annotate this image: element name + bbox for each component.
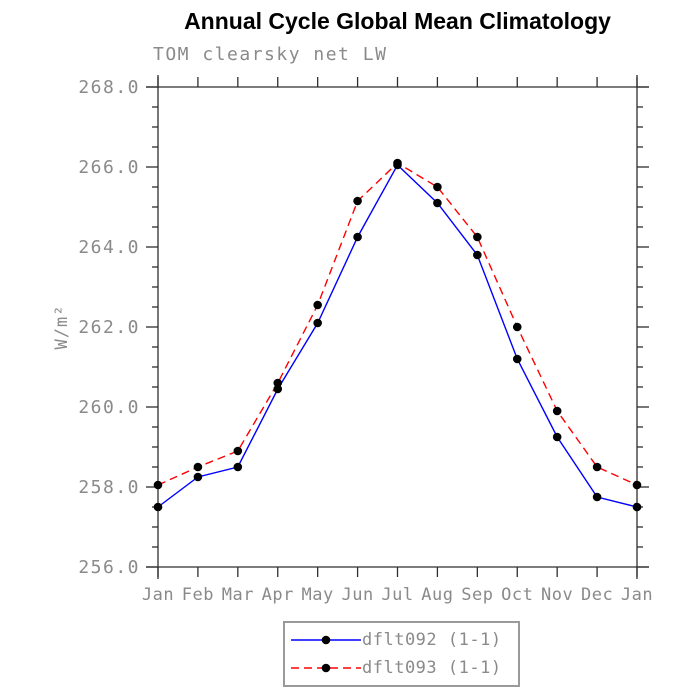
y-tick-label: 268.0 [78,77,140,98]
data-point-dflt093 [193,462,203,472]
data-point-dflt093 [233,446,243,456]
data-point-dflt093 [393,158,402,168]
x-tick-label: Nov [541,585,573,605]
series-line-dflt092 [157,163,638,508]
data-point-dflt092 [632,502,642,512]
legend-sample-solid-line [291,635,361,645]
data-point-dflt092 [233,462,243,472]
data-point-dflt092 [512,354,522,364]
data-point-dflt092 [273,384,283,394]
x-tick-label: Feb [182,585,214,605]
x-tick-label: Sep [461,585,493,605]
x-tick-label: Jan [142,585,174,605]
data-point-dflt093 [512,322,522,332]
data-point-dflt093 [353,196,362,206]
x-tick-label: Mar [222,585,254,605]
legend-label-dflt093: dflt093 (1-1) [362,658,502,678]
x-tick-label: Oct [501,585,533,605]
data-point-dflt092 [153,502,163,512]
series-line-dflt093 [157,162,638,486]
data-point-dflt093 [313,300,322,310]
data-point-dflt093 [592,462,602,472]
data-point-dflt093 [433,182,442,192]
data-point-dflt093 [273,378,283,388]
data-point-dflt092 [433,198,442,208]
x-tick-label: Jun [341,585,373,605]
data-point-dflt092 [353,232,362,242]
legend-box: dflt092 (1-1) dflt093 (1-1) [283,621,520,687]
legend-item-dflt092: dflt092 (1-1) [290,626,518,654]
data-point-dflt092 [313,318,322,328]
y-tick-label: 258.0 [78,477,140,498]
x-tick-label: Jul [381,585,413,605]
x-tick-label: Aug [421,585,453,605]
x-tick-label: Apr [262,585,294,605]
legend-label-dflt092: dflt092 (1-1) [362,630,502,650]
data-point-dflt093 [552,406,562,416]
data-point-dflt092 [473,250,482,260]
y-tick-label: 260.0 [78,397,140,418]
y-tick-label: 262.0 [78,317,140,338]
legend-sample-dashed-line [291,663,361,673]
data-point-dflt093 [473,232,482,242]
data-point-dflt093 [632,480,642,490]
data-point-dflt093 [153,480,163,490]
x-tick-label: Dec [581,585,613,605]
y-tick-label: 264.0 [78,237,140,258]
chart-title: Annual Cycle Global Mean Climatology [184,8,611,34]
x-tick-label: May [302,585,334,605]
x-tick-label: Jan [621,585,653,605]
y-tick-label: 266.0 [78,157,140,178]
chart-subtitle: TOM clearsky net LW [153,44,388,65]
data-point-dflt092 [552,432,562,442]
data-point-dflt092 [193,472,203,482]
y-tick-label: 256.0 [78,557,140,578]
data-point-dflt092 [592,492,602,502]
legend-item-dflt093: dflt093 (1-1) [290,654,518,682]
